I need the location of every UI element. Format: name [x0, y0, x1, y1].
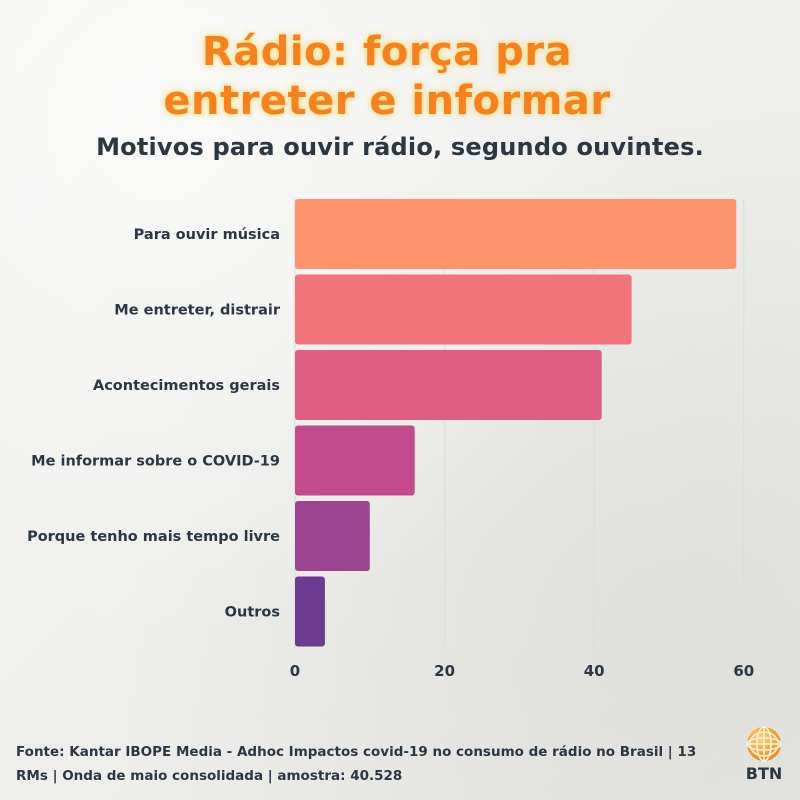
x-tick-label-20: 20: [434, 662, 455, 680]
category-label-4: Me informar sobre o COVID-19: [31, 454, 280, 470]
source-line-2: RMs | Onda de maio consolidada | amostra…: [16, 768, 403, 784]
category-label-3: Acontecimentos gerais: [93, 378, 280, 394]
category-label-1: Para ouvir música: [134, 227, 280, 243]
x-tick-label-40: 40: [584, 662, 605, 680]
title-line-2: entreter e informar: [163, 78, 611, 124]
title-line-1: Rádio: força pra: [201, 29, 573, 75]
btn-logo: BTN: [736, 724, 792, 786]
category-label-6: Outros: [225, 605, 280, 621]
bar-6: [295, 576, 325, 647]
bar-2: [295, 274, 632, 345]
subtitle: Motivos para ouvir rádio, segundo ouvint…: [96, 133, 704, 161]
bar-3: [295, 350, 602, 420]
bar-4: [295, 425, 415, 496]
source-line-1: Fonte: Kantar IBOPE Media - Adhoc Impact…: [16, 744, 697, 760]
category-label-5: Porque tenho mais tempo livre: [27, 529, 280, 545]
bar-1: [295, 199, 737, 269]
logo-text: BTN: [745, 764, 783, 783]
bar-5: [295, 501, 370, 571]
x-tick-label-0: 0: [290, 662, 300, 680]
source-footer: Fonte: Kantar IBOPE Media - Adhoc Impact…: [16, 740, 716, 788]
x-tick-label-60: 60: [733, 662, 754, 680]
category-label-2: Me entreter, distrair: [114, 303, 281, 319]
globe-icon: [746, 726, 782, 762]
